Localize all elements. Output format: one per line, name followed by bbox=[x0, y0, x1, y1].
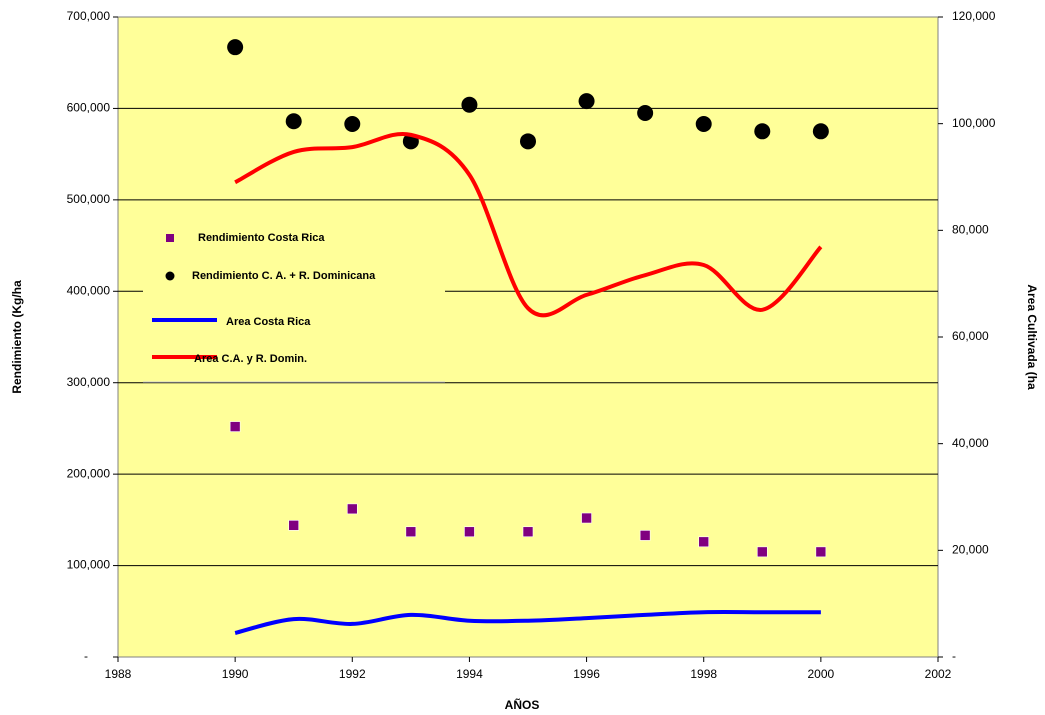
y2-tick-label: 80,000 bbox=[952, 223, 989, 237]
point bbox=[695, 115, 712, 132]
line bbox=[234, 131, 823, 318]
point bbox=[227, 39, 244, 56]
y-tick-label: 400,000 bbox=[67, 283, 111, 297]
legend-label: Rendimiento C. A. + R. Dominicana bbox=[192, 270, 376, 282]
x-tick-label: 2002 bbox=[925, 667, 952, 681]
x-tick-label: 1998 bbox=[690, 667, 717, 681]
y-tick-label: 500,000 bbox=[67, 192, 111, 206]
y2-tick-label: 60,000 bbox=[952, 329, 989, 343]
point bbox=[581, 512, 592, 524]
point bbox=[405, 526, 417, 538]
point bbox=[637, 105, 654, 121]
y-tick-label: 100,000 bbox=[67, 558, 111, 572]
point bbox=[229, 421, 241, 432]
point bbox=[344, 115, 361, 132]
point bbox=[461, 96, 478, 113]
y-tick-label: - bbox=[84, 649, 88, 663]
point bbox=[639, 530, 651, 541]
x-axis-title: AÑOS bbox=[505, 697, 540, 712]
x-tick-label: 1994 bbox=[456, 667, 483, 681]
x-tick-label: 1990 bbox=[222, 667, 249, 681]
point bbox=[754, 123, 771, 140]
point bbox=[578, 93, 595, 110]
point bbox=[522, 526, 534, 538]
y2-tick-label: 20,000 bbox=[952, 543, 989, 557]
legend-marker bbox=[166, 234, 174, 242]
point bbox=[698, 536, 710, 548]
legend-label: Rendimiento Costa Rica bbox=[198, 232, 325, 244]
x-tick-label: 2000 bbox=[808, 667, 835, 681]
x-tick-label: 1996 bbox=[573, 667, 600, 681]
y-tick-label: 700,000 bbox=[67, 9, 111, 23]
x-tick-label: 1992 bbox=[339, 667, 366, 681]
point bbox=[812, 123, 829, 140]
point bbox=[346, 503, 358, 515]
legend-label: Area C.A. y R. Domin. bbox=[194, 353, 307, 365]
y2-tick-label: 100,000 bbox=[952, 116, 996, 130]
point bbox=[288, 520, 300, 531]
x-tick-label: 1988 bbox=[105, 667, 132, 681]
y2-axis-title: Area Cultivada (ha bbox=[1025, 284, 1039, 390]
y-tick-label: 600,000 bbox=[67, 101, 111, 115]
y2-tick-label: 120,000 bbox=[952, 9, 996, 23]
y-tick-label: 200,000 bbox=[67, 466, 111, 480]
point bbox=[756, 546, 768, 558]
point bbox=[520, 133, 536, 150]
line bbox=[234, 610, 821, 635]
y-axis-title: Rendimiento (Kg/ha bbox=[10, 280, 24, 394]
legend-marker bbox=[165, 271, 175, 281]
legend-label: Area Costa Rica bbox=[226, 316, 311, 328]
y-tick-label: 300,000 bbox=[67, 375, 111, 389]
y2-tick-label: 40,000 bbox=[952, 436, 989, 450]
point bbox=[285, 113, 302, 130]
point bbox=[464, 526, 475, 538]
y2-tick-label: - bbox=[952, 649, 956, 663]
point bbox=[815, 546, 827, 558]
